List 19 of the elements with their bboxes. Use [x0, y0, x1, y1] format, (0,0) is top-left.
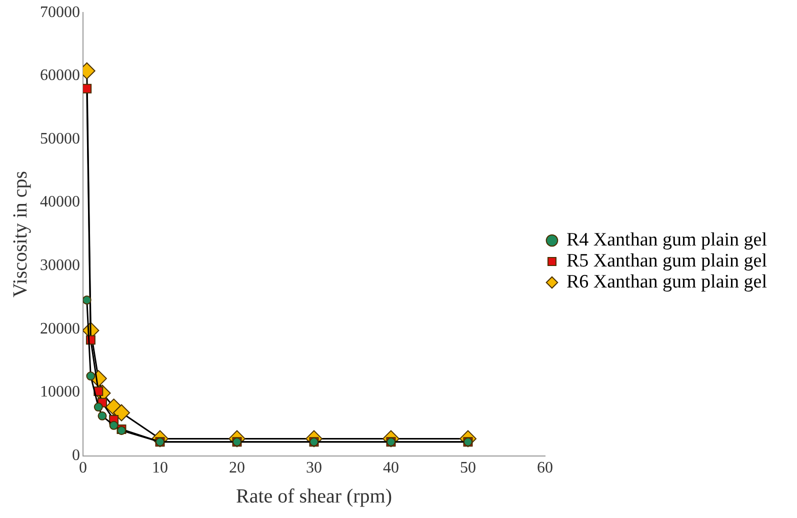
x-tick-label: 40: [382, 460, 399, 477]
y-tick-label: 20000: [40, 320, 80, 338]
x-tick-label: 50: [460, 460, 476, 477]
legend-label: R6 Xanthan gum plain gel: [566, 271, 768, 292]
legend-label: R4 Xanthan gum plain gel: [566, 229, 768, 250]
y-tick-label: 0: [72, 447, 80, 464]
x-tick-label: 20: [228, 460, 245, 477]
y-tick-label: 10000: [40, 384, 80, 401]
y-tick-label: 70000: [40, 4, 80, 21]
y-tick-label: 30000: [40, 257, 80, 274]
legend-label: R5 Xanthan gum plain gel: [566, 250, 768, 272]
x-axis-title: Rate of shear (rpm): [236, 485, 392, 508]
x-tick-label: 60: [536, 460, 553, 477]
x-tick-label: 30: [306, 460, 322, 477]
y-axis-title: Viscosity in cps: [9, 170, 32, 298]
x-tick-label: 10: [152, 460, 168, 477]
y-tick-label: 60000: [40, 67, 80, 84]
y-tick-label: 50000: [40, 130, 80, 148]
y-tick-label: 40000: [40, 194, 80, 211]
